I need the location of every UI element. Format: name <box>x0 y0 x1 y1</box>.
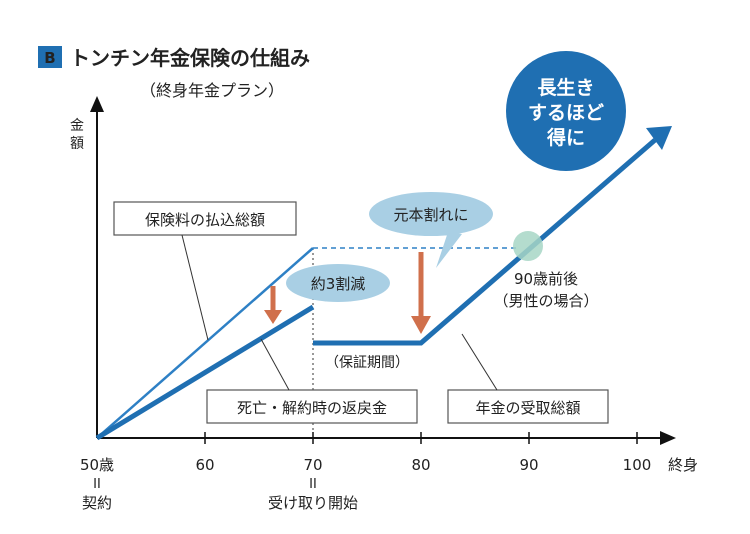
pension-arrowhead <box>646 126 672 150</box>
tick-label-100: 100 <box>623 456 652 474</box>
x-axis-arrow <box>660 431 676 445</box>
longer-life-circle <box>506 51 626 171</box>
longer-life-line-1: 長生き <box>537 76 594 99</box>
tick-label-60: 60 <box>195 456 214 474</box>
reduction-bubble-text: 約3割減 <box>311 275 366 293</box>
longer-life-line-2: するほど <box>528 102 604 124</box>
principal-loss-bubble-tail <box>436 232 462 268</box>
premium-total-text: 保険料の払込総額 <box>145 211 265 229</box>
refund-line <box>95 304 315 441</box>
age-90-label: 90歳前後 <box>514 270 578 288</box>
tick-label-90: 90 <box>519 456 538 474</box>
tick-label-70: 70 <box>303 456 322 474</box>
start-receiving-label: 受け取り開始 <box>268 494 358 512</box>
y-axis-arrow <box>90 96 104 112</box>
x-axis-label: 終身 <box>668 456 698 474</box>
y-axis-label-1: 金 <box>70 118 84 134</box>
premium-total-line <box>96 247 314 439</box>
pension-total-leader <box>461 333 498 391</box>
page-title: トンチン年金保険の仕組み <box>70 46 310 70</box>
tick-label-80: 80 <box>411 456 430 474</box>
male-case-label: （男性の場合） <box>493 292 598 310</box>
premium-total-leader <box>181 234 209 341</box>
pension-total-box <box>447 389 609 424</box>
guarantee-period-label: （保証期間） <box>325 355 409 371</box>
badge-letter: B <box>44 49 55 67</box>
y-axis-label-2: 額 <box>70 136 84 152</box>
reduction-arrow-head <box>264 310 282 324</box>
pension-total-text: 年金の受取総額 <box>475 399 580 417</box>
tick-label-50: 50歳 <box>80 456 114 474</box>
refund-box <box>206 389 418 424</box>
reduction-bubble <box>286 264 390 302</box>
longer-life-line-3: 得に <box>546 126 585 149</box>
refund-leader <box>260 338 290 391</box>
principal-loss-arrow-head <box>411 316 431 334</box>
contract-sep: II <box>93 477 101 492</box>
badge-box <box>38 46 62 68</box>
principal-loss-bubble <box>369 192 493 236</box>
start-receiving-sep: II <box>309 477 317 492</box>
refund-text: 死亡・解約時の返戻金 <box>237 399 387 417</box>
premium-total-box <box>113 201 297 236</box>
page-subtitle: （終身年金プラン） <box>140 81 284 100</box>
principal-loss-bubble-text: 元本割れに <box>393 206 468 224</box>
break-even-marker <box>513 231 543 261</box>
contract-label: 契約 <box>82 494 112 512</box>
pension-total-line <box>313 138 657 346</box>
